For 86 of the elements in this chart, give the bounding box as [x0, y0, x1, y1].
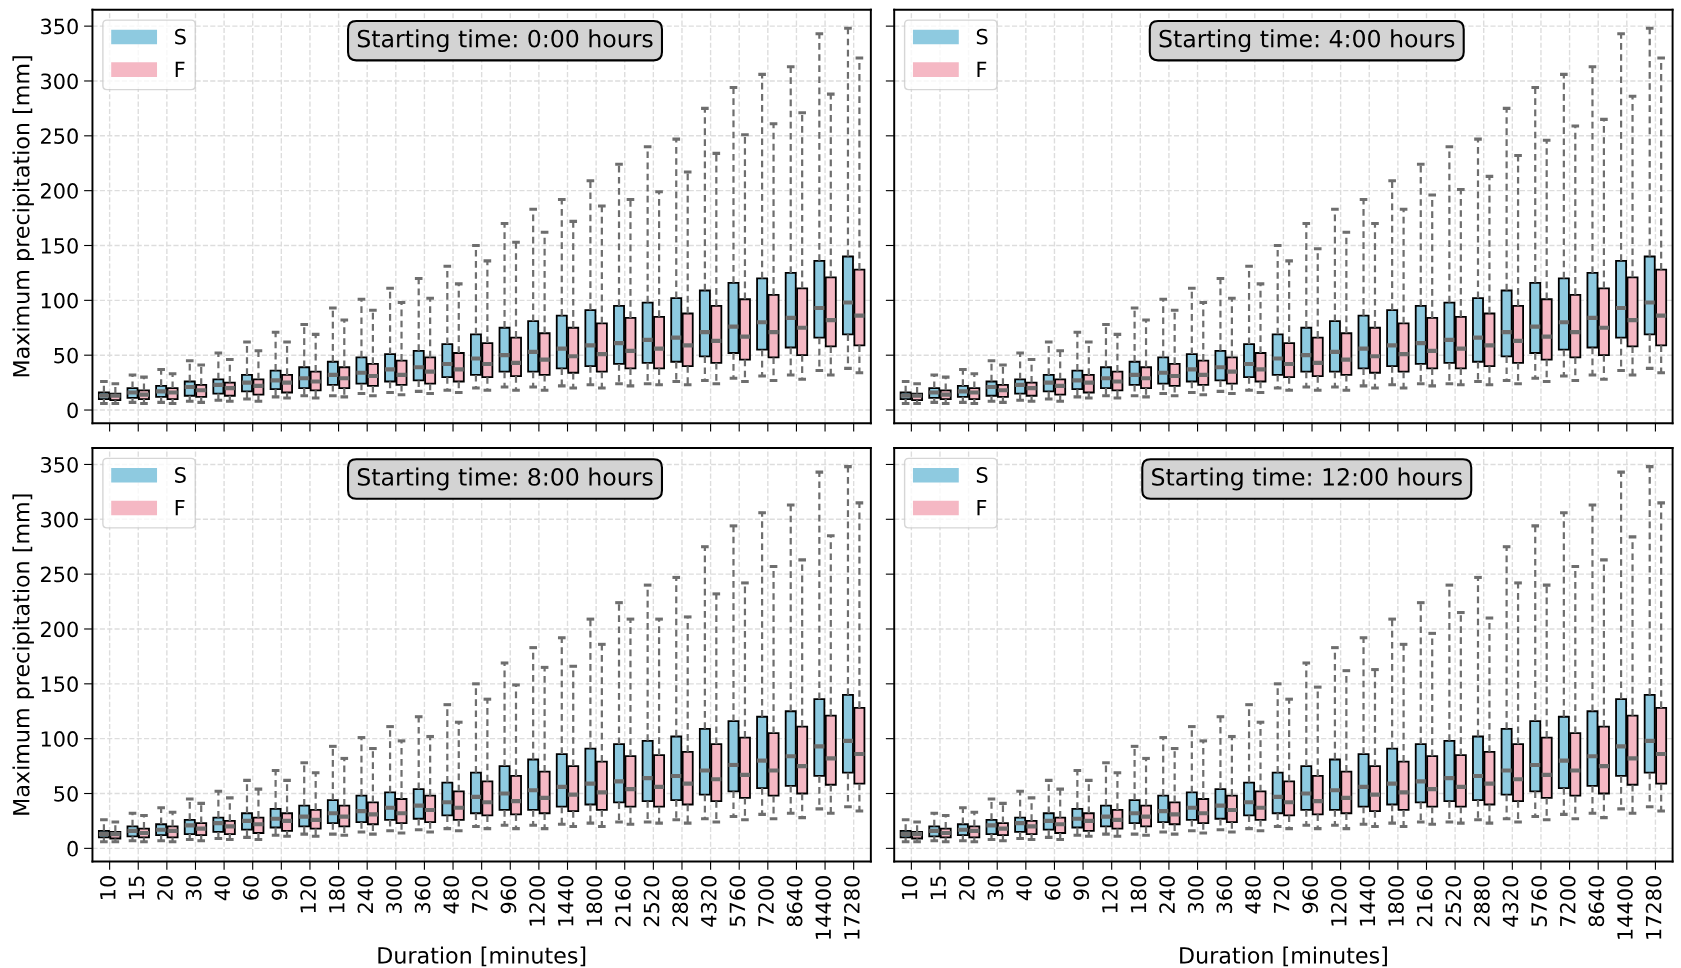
x-tick-label: 17280	[843, 876, 860, 939]
y-tick-label: 350	[41, 18, 78, 35]
legend-label: F	[175, 61, 185, 77]
x-tick-label: 14400	[815, 876, 832, 939]
x-tick-label: 90	[271, 876, 288, 900]
x-tick-label: 7200	[758, 876, 774, 927]
x-tick-label: 30	[185, 876, 202, 900]
x-tick-label: 2160	[615, 876, 631, 927]
x-tick-label: 20	[157, 876, 173, 900]
y-tick-label: 0	[67, 402, 78, 419]
x-tick-label: 5760	[1531, 876, 1547, 927]
y-tick-label: 100	[41, 731, 78, 747]
x-tick-label: 960	[1302, 876, 1319, 914]
legend-label: S	[175, 467, 186, 483]
x-tick-label: 300	[1187, 876, 1204, 913]
x-tick-label: 5760	[729, 876, 746, 927]
x-tick-label: 90	[1073, 876, 1090, 900]
x-tick-label: 10	[99, 876, 116, 899]
y-tick-label: 50	[54, 347, 78, 364]
x-tick-label: 2880	[1474, 876, 1490, 927]
x-tick-label: 720	[471, 876, 488, 913]
x-tick-label: 1200	[529, 876, 545, 926]
x-tick-label: 17280	[1645, 876, 1662, 939]
x-tick-label: 1800	[586, 876, 603, 926]
y-axis-title: Maximum precipitation [mm]	[12, 56, 34, 377]
x-tick-label: 15	[930, 876, 947, 899]
y-tick-label: 300	[41, 511, 78, 528]
y-tick-label: 300	[41, 73, 78, 90]
x-tick-label: 14400	[1617, 876, 1633, 939]
x-tick-label: 1800	[1388, 876, 1404, 926]
x-tick-label: 180	[1130, 876, 1147, 913]
x-tick-label: 7200	[1559, 876, 1576, 927]
x-tick-label: 480	[1245, 876, 1261, 914]
x-tick-label: 2520	[1445, 876, 1462, 927]
x-tick-label: 2520	[643, 876, 660, 927]
x-tick-label: 30	[987, 876, 1004, 900]
y-tick-label: 0	[67, 840, 78, 857]
text: Starting time: 0:00 hours	[357, 29, 653, 53]
x-tick-label: 4320	[1502, 876, 1519, 927]
x-tick-label: 1200	[1330, 876, 1347, 926]
x-tick-label: 300	[386, 876, 402, 913]
text: Starting time: 4:00 hours	[1159, 29, 1455, 53]
y-tick-label: 200	[41, 183, 78, 199]
legend-label: S	[175, 28, 186, 45]
text: Starting time: 12:00 hours	[1152, 467, 1462, 491]
x-tick-label: 180	[328, 876, 345, 913]
x-tick-label: 60	[243, 876, 259, 900]
x-tick-label: 60	[1044, 876, 1061, 900]
y-tick-label: 150	[41, 237, 78, 254]
x-tick-label: 2880	[672, 876, 689, 927]
x-tick-label: 480	[443, 876, 460, 914]
y-tick-label: 250	[41, 566, 78, 583]
y-tick-label: 350	[41, 456, 78, 473]
x-tick-label: 4320	[700, 876, 717, 927]
x-tick-label: 8640	[786, 876, 803, 927]
x-tick-label: 1440	[557, 876, 574, 926]
text: Starting time: 8:00 hours	[357, 467, 653, 491]
x-tick-label: 120	[1101, 876, 1118, 913]
x-axis-title: Duration [minutes]	[378, 946, 586, 967]
x-tick-label: 360	[414, 876, 431, 913]
x-tick-label: 40	[1016, 876, 1032, 901]
x-tick-label: 20	[958, 876, 975, 900]
x-tick-label: 360	[1216, 876, 1233, 913]
x-tick-label: 960	[500, 876, 517, 914]
legend-label: F	[977, 61, 987, 77]
x-axis-title: Duration [minutes]	[1180, 946, 1387, 967]
x-tick-label: 10	[901, 876, 918, 899]
x-tick-label: 240	[1159, 876, 1175, 913]
legend-label: S	[976, 28, 988, 45]
x-tick-label: 15	[128, 876, 145, 899]
legend-label: F	[977, 500, 987, 516]
x-tick-label: 1440	[1359, 876, 1376, 926]
x-tick-label: 2160	[1416, 876, 1433, 927]
legend-label: F	[175, 500, 185, 516]
x-tick-label: 240	[357, 876, 374, 913]
y-tick-label: 50	[54, 785, 78, 802]
x-tick-label: 120	[300, 876, 316, 913]
y-tick-label: 250	[41, 128, 78, 145]
y-axis-title: Maximum precipitation [mm]	[12, 494, 34, 815]
y-tick-label: 150	[41, 676, 78, 693]
legend-label: S	[976, 467, 988, 483]
x-tick-label: 720	[1273, 876, 1290, 913]
y-tick-label: 100	[41, 292, 78, 309]
x-tick-label: 40	[214, 876, 231, 901]
y-tick-label: 200	[41, 621, 78, 638]
x-tick-label: 8640	[1588, 876, 1605, 927]
